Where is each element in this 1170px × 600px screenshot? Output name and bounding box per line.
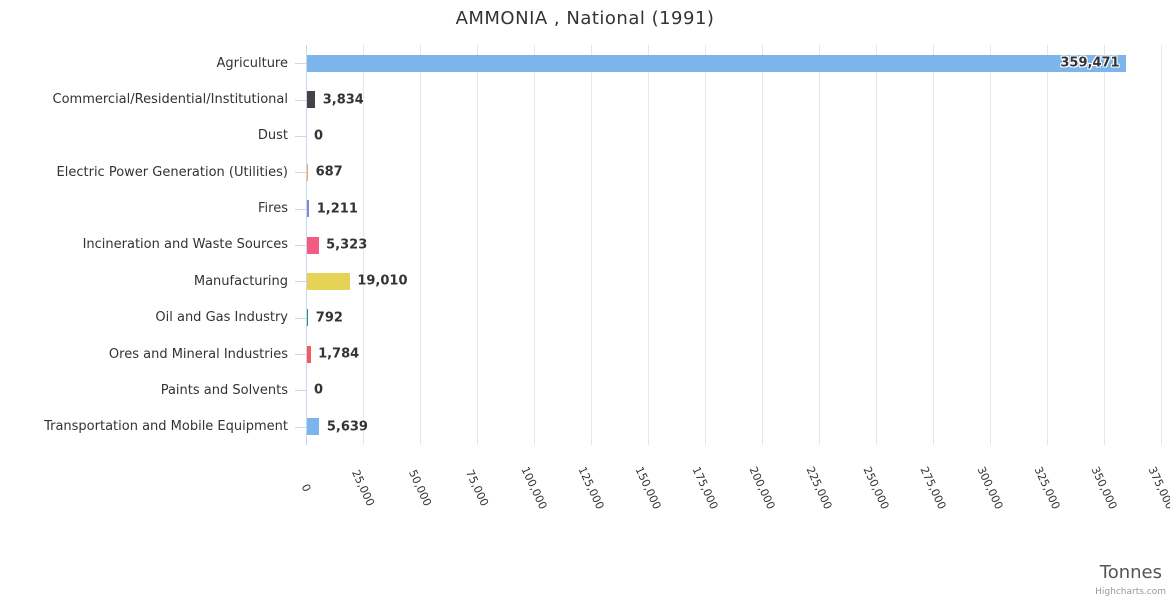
- x-axis-tick-label: 50,000: [405, 467, 435, 509]
- bar-manufacturing[interactable]: [306, 272, 350, 290]
- value-label-dust: 0: [314, 128, 324, 144]
- category-tick: [295, 63, 306, 64]
- x-axis-tick-label: 0: [298, 482, 314, 494]
- bar-oil-and-gas-industry[interactable]: [306, 309, 309, 327]
- category-tick: [295, 172, 306, 173]
- x-axis-tick-label: 350,000: [1088, 464, 1120, 512]
- gridline: [990, 45, 991, 445]
- x-axis-tick-label: 325,000: [1031, 464, 1063, 512]
- gridline: [705, 45, 706, 445]
- gridline: [876, 45, 877, 445]
- category-label-agriculture: Agriculture: [216, 55, 289, 71]
- gridline: [819, 45, 820, 445]
- bar-incineration-and-waste-sources[interactable]: [306, 236, 319, 254]
- value-label-incineration-and-waste-sources: 5,323: [326, 237, 368, 253]
- value-label-commercial-residential-institutional: 3,834: [322, 92, 364, 108]
- category-label-dust: Dust: [257, 128, 288, 144]
- category-label-oil-and-gas-industry: Oil and Gas Industry: [155, 310, 288, 326]
- gridline: [420, 45, 421, 445]
- x-axis-tick-label: 150,000: [632, 464, 664, 512]
- x-axis-tick-label: 300,000: [974, 464, 1006, 512]
- value-label-ores-and-mineral-industries: 1,784: [318, 346, 360, 362]
- gridline: [1047, 45, 1048, 445]
- value-label-electric-power-generation-utilities: 687: [315, 164, 343, 180]
- category-label-paints-and-solvents: Paints and Solvents: [160, 382, 288, 398]
- value-label-fires: 1,211: [316, 201, 358, 217]
- x-axis-tick-label: 125,000: [575, 464, 607, 512]
- value-label-transportation-and-mobile-equipment: 5,639: [326, 419, 368, 435]
- bar-commercial-residential-institutional[interactable]: [306, 91, 316, 109]
- category-label-incineration-and-waste-sources: Incineration and Waste Sources: [82, 237, 288, 253]
- category-tick: [295, 427, 306, 428]
- bar-transportation-and-mobile-equipment[interactable]: [306, 418, 320, 436]
- x-axis-tick-label: 100,000: [518, 464, 550, 512]
- category-tick: [295, 354, 306, 355]
- category-label-manufacturing: Manufacturing: [193, 273, 288, 289]
- gridline: [933, 45, 934, 445]
- gridline: [1161, 45, 1162, 445]
- category-label-fires: Fires: [258, 201, 288, 217]
- value-label-agriculture: 359,471: [1060, 55, 1120, 71]
- x-axis-tick-label: 375,000: [1145, 464, 1170, 512]
- bar-electric-power-generation-utilities[interactable]: [306, 163, 309, 181]
- category-label-ores-and-mineral-industries: Ores and Mineral Industries: [108, 346, 288, 362]
- category-label-electric-power-generation-utilities: Electric Power Generation (Utilities): [56, 164, 288, 180]
- category-tick: [295, 209, 306, 210]
- x-axis-tick-label: 275,000: [917, 464, 949, 512]
- gridline: [363, 45, 364, 445]
- category-tick: [295, 100, 306, 101]
- bar-ores-and-mineral-industries[interactable]: [306, 345, 311, 363]
- x-axis-tick-label: 225,000: [803, 464, 835, 512]
- bar-fires[interactable]: [306, 200, 310, 218]
- gridline: [1104, 45, 1105, 445]
- category-tick: [295, 281, 306, 282]
- x-axis-tick-label: 75,000: [462, 467, 492, 509]
- category-tick: [295, 136, 306, 137]
- x-axis-tick-label: 175,000: [689, 464, 721, 512]
- value-label-oil-and-gas-industry: 792: [315, 310, 343, 326]
- gridline: [477, 45, 478, 445]
- bar-agriculture[interactable]: [306, 54, 1127, 72]
- value-label-manufacturing: 19,010: [357, 273, 408, 289]
- value-label-paints-and-solvents: 0: [314, 382, 324, 398]
- category-tick: [295, 318, 306, 319]
- category-tick: [295, 245, 306, 246]
- x-axis-tick-label: 200,000: [746, 464, 778, 512]
- gridline: [648, 45, 649, 445]
- x-axis-title: Tonnes: [1099, 562, 1162, 583]
- category-label-transportation-and-mobile-equipment: Transportation and Mobile Equipment: [44, 419, 288, 435]
- gridline: [534, 45, 535, 445]
- category-label-commercial-residential-institutional: Commercial/Residential/Institutional: [52, 92, 289, 108]
- chart-title: AMMONIA , National (1991): [455, 8, 715, 29]
- x-axis-tick-label: 250,000: [860, 464, 892, 512]
- category-tick: [295, 390, 306, 391]
- x-axis-tick-label: 25,000: [348, 467, 378, 509]
- gridline: [762, 45, 763, 445]
- gridline: [591, 45, 592, 445]
- highcharts-credit-link[interactable]: Highcharts.com: [1095, 587, 1166, 597]
